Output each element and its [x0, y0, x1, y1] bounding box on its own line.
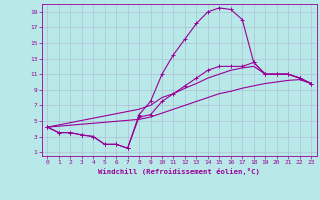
X-axis label: Windchill (Refroidissement éolien,°C): Windchill (Refroidissement éolien,°C): [98, 168, 260, 175]
